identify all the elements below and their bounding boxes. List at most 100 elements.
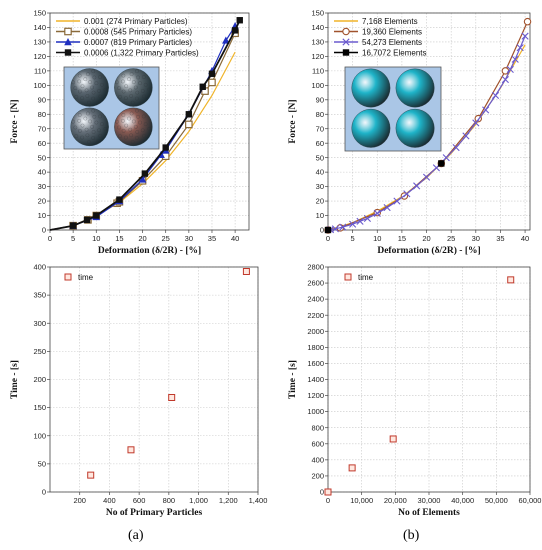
x-tick-label: 0 [48, 234, 52, 243]
y-tick-label: 600 [311, 439, 324, 448]
y-tick-label: 1200 [307, 391, 324, 400]
y-tick-label: 200 [311, 472, 324, 481]
y-tick-label: 90 [38, 95, 46, 104]
y-axis-label: Force - [N] [10, 99, 20, 143]
panel-label-b: (b) [403, 528, 420, 543]
y-tick-label: 0 [42, 488, 46, 497]
y-tick-label: 50 [38, 459, 46, 468]
x-tick-label: 40,000 [451, 496, 474, 505]
y-tick-label: 50 [38, 153, 46, 162]
legend-marker [64, 49, 72, 56]
data-point [208, 70, 216, 77]
x-axis-label: Deformation (δ/2R) - [%] [377, 245, 480, 256]
y-tick-label: 800 [311, 423, 324, 432]
y-tick-label: 350 [33, 291, 46, 300]
y-tick-label: 20 [316, 197, 324, 206]
x-tick-label: 1,000 [189, 496, 208, 505]
y-tick-label: 10 [316, 211, 324, 220]
data-point [472, 119, 480, 127]
legend: time [64, 273, 94, 282]
data-point [69, 222, 77, 229]
y-axis-label: Force - [N] [288, 99, 298, 143]
y-tick-label: 60 [38, 139, 46, 148]
y-tick-label: 100 [311, 81, 324, 90]
y-tick-label: 120 [311, 52, 324, 61]
y-axis-label: Time - [s] [10, 360, 20, 399]
data-point [348, 464, 356, 472]
x-tick-label: 15 [115, 234, 123, 243]
x-tick-label: 1,400 [249, 496, 268, 505]
inset-image-b-top [344, 66, 442, 152]
inset-sphere [70, 68, 109, 107]
chart-a-top: 0 5 10 15 20 25 30 35 40 0 10 20 30 40 50 60 70 80 90 100 11… [10, 9, 250, 256]
data-point [324, 488, 332, 496]
x-tick-label: 25 [162, 234, 170, 243]
y-tick-label: 0 [320, 488, 324, 497]
y-tick-label: 250 [33, 347, 46, 356]
y-tick-label: 400 [311, 455, 324, 464]
data-point [389, 435, 397, 443]
inset-sphere [114, 107, 153, 147]
x-tick-label: 200 [73, 496, 86, 505]
series-0 [87, 268, 250, 479]
y-axis-label: Time - [s] [288, 360, 298, 399]
data-point [521, 32, 529, 40]
x-tick-label: 60,000 [519, 496, 542, 505]
x-tick-label: 40 [231, 234, 239, 243]
y-tick-label: 50 [316, 153, 324, 162]
x-tick-label: 35 [496, 234, 504, 243]
data-point [208, 78, 216, 87]
plot-frame [327, 12, 531, 231]
data-point [501, 75, 509, 84]
y-tick-label: 1000 [307, 407, 324, 416]
x-tick-label: 20 [422, 234, 430, 243]
y-tick-label: 110 [312, 66, 324, 75]
x-tick-label: 20,000 [384, 496, 407, 505]
x-axis-label: No of Primary Particles [106, 508, 203, 518]
data-point [482, 106, 490, 114]
data-point [523, 17, 532, 26]
data-point [491, 91, 500, 100]
data-point [138, 175, 147, 183]
data-point [403, 190, 411, 198]
data-point [116, 196, 123, 203]
legend-label: 7,168 Elements [362, 17, 418, 26]
y-tick-label: 1600 [307, 359, 324, 368]
data-point [373, 209, 381, 217]
data-point [422, 173, 431, 181]
data-point [242, 268, 250, 275]
x-tick-label: 20 [138, 234, 146, 243]
x-tick-label: 50,000 [485, 496, 508, 505]
x-tick-label: 10 [92, 234, 100, 243]
inset-sphere [351, 108, 391, 148]
y-tick-label: 90 [316, 95, 324, 104]
x-tick-label: 30,000 [418, 496, 441, 505]
y-tick-label: 30 [316, 182, 324, 191]
y-tick-label: 140 [33, 23, 46, 32]
data-point [222, 36, 230, 44]
inset-sphere [395, 68, 435, 108]
data-point [127, 446, 135, 454]
data-point [393, 197, 401, 205]
y-tick-label: 300 [33, 319, 46, 328]
y-tick-label: 60 [316, 139, 324, 148]
legend-label: 0.001 (274 Primary Particles) [84, 17, 188, 26]
y-tick-label: 80 [38, 110, 46, 119]
y-tick-label: 0 [42, 226, 46, 235]
data-point [185, 120, 193, 129]
data-point [363, 214, 372, 223]
inset-sphere [395, 108, 435, 148]
data-point [141, 170, 149, 177]
inset-sphere [114, 68, 153, 107]
data-point [324, 226, 332, 234]
legend-marker [342, 49, 350, 56]
x-tick-label: 40 [521, 234, 529, 243]
x-axis-label: Deformation (δ/2R) - [%] [98, 245, 201, 256]
data-point [199, 83, 206, 90]
y-tick-label: 1400 [307, 375, 324, 384]
chart-b-bottom: 0 10,000 20,000 30,000 40,000 50,000 60,000 0 20… [288, 263, 541, 518]
y-tick-label: 1800 [307, 343, 324, 352]
data-point [83, 216, 91, 224]
x-tick-label: 0 [326, 496, 330, 505]
